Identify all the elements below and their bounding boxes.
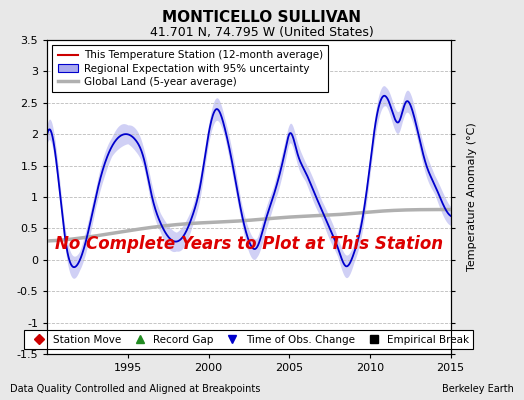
Text: Data Quality Controlled and Aligned at Breakpoints: Data Quality Controlled and Aligned at B… — [10, 384, 261, 394]
Text: 41.701 N, 74.795 W (United States): 41.701 N, 74.795 W (United States) — [150, 26, 374, 39]
Y-axis label: Temperature Anomaly (°C): Temperature Anomaly (°C) — [466, 123, 477, 271]
Text: Berkeley Earth: Berkeley Earth — [442, 384, 514, 394]
Text: No Complete Years to Plot at This Station: No Complete Years to Plot at This Statio… — [55, 235, 443, 253]
Text: MONTICELLO SULLIVAN: MONTICELLO SULLIVAN — [162, 10, 362, 25]
Legend: Station Move, Record Gap, Time of Obs. Change, Empirical Break: Station Move, Record Gap, Time of Obs. C… — [25, 330, 473, 349]
